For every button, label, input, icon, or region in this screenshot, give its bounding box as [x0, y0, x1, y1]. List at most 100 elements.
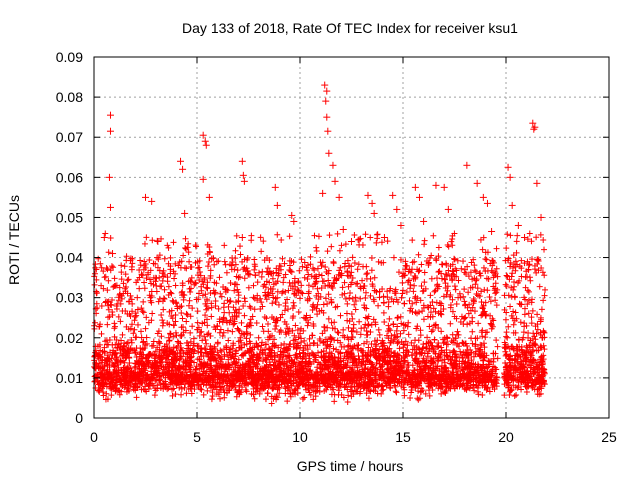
data-point-dense: [260, 283, 267, 290]
data-point-dense: [516, 300, 523, 307]
data-point-dense: [218, 372, 225, 379]
data-point-dense: [355, 261, 362, 268]
data-point-dense: [409, 308, 416, 315]
data-point-dense: [438, 390, 445, 397]
data-point-dense: [120, 346, 127, 353]
data-point-dense: [503, 283, 510, 290]
data-point-dense: [208, 304, 215, 311]
data-point-dense: [310, 352, 317, 359]
data-point-dense: [438, 366, 445, 373]
data-point-dense: [486, 388, 493, 395]
data-point-dense: [178, 385, 185, 392]
data-point-dense: [101, 344, 108, 351]
data-point-dense: [107, 267, 114, 274]
data-point-dense: [253, 385, 260, 392]
data-point-dense: [167, 373, 174, 380]
data-point-dense: [524, 301, 531, 308]
data-point-dense: [525, 310, 532, 317]
data-point-dense: [373, 288, 380, 295]
data-point-dense: [436, 382, 443, 389]
data-point-dense: [378, 239, 385, 246]
data-point-dense: [284, 379, 291, 386]
data-point-dense: [280, 377, 287, 384]
data-point-dense: [369, 283, 376, 290]
data-point-dense: [449, 277, 456, 284]
data-point-dense: [490, 274, 497, 281]
data-point-dense: [400, 344, 407, 351]
data-point-dense: [427, 302, 434, 309]
data-point-dense: [430, 305, 437, 312]
data-point-dense: [431, 336, 438, 343]
data-point-dense: [492, 269, 499, 276]
data-point-dense: [169, 315, 176, 322]
data-point-dense: [148, 299, 155, 306]
data-point-dense: [102, 357, 109, 364]
data-point-dense: [366, 375, 373, 382]
data-point-dense: [158, 235, 165, 242]
data-point-dense: [443, 383, 450, 390]
data-point-dense: [274, 317, 281, 324]
data-point-dense: [310, 358, 317, 365]
data-point-dense: [207, 375, 214, 382]
data-point-dense: [287, 367, 294, 374]
data-point-dense: [241, 312, 248, 319]
data-point-dense: [401, 392, 408, 399]
data-point-dense: [289, 285, 296, 292]
data-point-dense: [421, 241, 428, 248]
data-point-dense: [236, 306, 243, 313]
data-point-dense: [472, 343, 479, 350]
data-point-dense: [174, 303, 181, 310]
data-point-dense: [102, 230, 109, 237]
data-point-dense: [390, 321, 397, 328]
data-point-dense: [149, 310, 156, 317]
data-point-dense: [248, 352, 255, 359]
data-point-dense: [264, 390, 271, 397]
data-point-dense: [121, 359, 128, 366]
data-point-dense: [217, 395, 224, 402]
data-point-dense: [107, 381, 114, 388]
data-point-dense: [98, 371, 105, 378]
data-point-dense: [112, 323, 118, 330]
data-point-dense: [290, 313, 297, 320]
data-point-dense: [156, 295, 163, 302]
data-point-dense: [404, 364, 411, 371]
data-point-dense: [356, 379, 363, 386]
data-point-dense: [189, 305, 196, 312]
data-point-dense: [115, 294, 122, 301]
data-point-dense: [484, 385, 491, 392]
data-point-dense: [320, 301, 327, 308]
data-point-dense: [153, 282, 160, 289]
data-point-dense: [365, 344, 372, 351]
data-point-dense: [124, 290, 131, 297]
data-point-dense: [235, 356, 242, 363]
data-point-dense: [187, 288, 194, 295]
data-point-dense: [503, 272, 510, 279]
data-point-dense: [132, 373, 139, 380]
data-point-dense: [194, 308, 201, 315]
data-point-dense: [465, 310, 472, 317]
data-point-dense: [484, 249, 491, 256]
data-point-dense: [357, 285, 364, 292]
data-point-dense: [288, 356, 295, 363]
data-point-dense: [357, 283, 364, 290]
data-point-dense: [435, 244, 442, 251]
data-point-dense: [200, 281, 207, 288]
data-point-dense: [233, 312, 240, 319]
data-point-dense: [482, 256, 489, 263]
data-point-dense: [177, 304, 184, 311]
data-point-dense: [200, 391, 207, 398]
data-point-dense: [167, 331, 174, 338]
data-point-dense: [111, 325, 118, 332]
data-point-dense: [186, 258, 193, 265]
data-point-dense: [351, 383, 358, 390]
data-point-dense: [513, 343, 520, 350]
data-point-dense: [492, 290, 499, 297]
data-point-dense: [531, 377, 538, 384]
data-point-dense: [327, 370, 334, 377]
data-point-dense: [461, 386, 468, 393]
data-point-dense: [517, 354, 524, 361]
data-point-dense: [131, 326, 138, 333]
data-point-dense: [399, 372, 406, 379]
data-point-dense: [345, 283, 352, 290]
data-point-dense: [92, 359, 99, 366]
